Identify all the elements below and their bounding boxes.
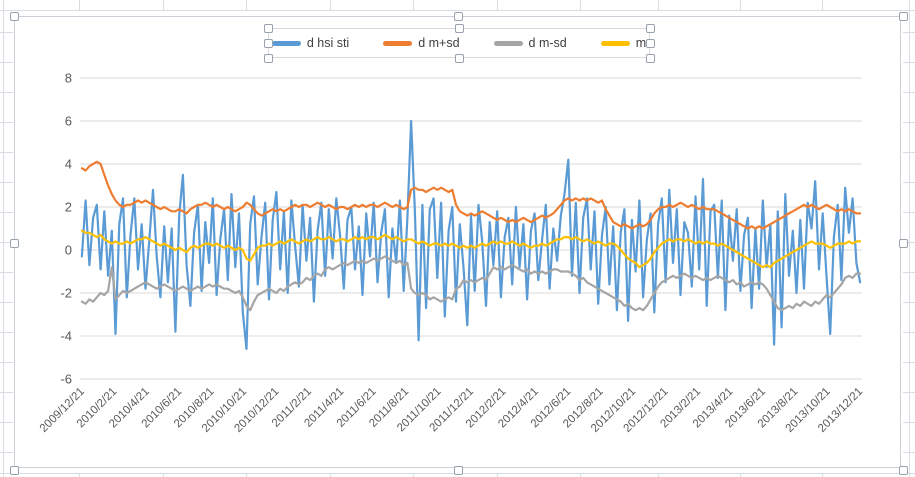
selection-handle[interactable] xyxy=(263,23,273,33)
selection-handle[interactable] xyxy=(453,465,463,475)
legend-item-d-m-minus-sd[interactable]: d m-sd xyxy=(493,35,567,50)
legend[interactable]: d hsi sti d m+sd d m-sd m xyxy=(268,28,650,58)
series-line-m[interactable] xyxy=(80,229,862,269)
selection-handle[interactable] xyxy=(9,11,19,21)
selection-handle[interactable] xyxy=(645,38,655,48)
selection-handle[interactable] xyxy=(9,238,19,248)
legend-label: d hsi sti xyxy=(306,35,350,50)
chart-area[interactable] xyxy=(14,16,901,468)
selection-handle[interactable] xyxy=(263,53,273,63)
selection-handle[interactable] xyxy=(898,238,908,248)
legend-label: m xyxy=(635,35,647,50)
series-line-d-m-sd[interactable] xyxy=(80,160,862,230)
legend-label: d m+sd xyxy=(418,35,460,50)
legend-swatch-orange xyxy=(383,40,413,46)
selection-handle[interactable] xyxy=(263,38,273,48)
selection-handle[interactable] xyxy=(645,53,655,63)
selection-handle[interactable] xyxy=(898,11,908,21)
legend-swatch-yellow xyxy=(600,40,630,46)
selection-handle[interactable] xyxy=(645,23,655,33)
series-line-d-m-sd[interactable] xyxy=(80,255,862,312)
legend-item-m[interactable]: m xyxy=(600,35,647,50)
series-line-d-hsi-sti[interactable] xyxy=(80,119,862,350)
legend-item-d-m-plus-sd[interactable]: d m+sd xyxy=(383,35,460,50)
legend-swatch-blue xyxy=(271,40,301,46)
selection-handle[interactable] xyxy=(898,465,908,475)
legend-item-d-hsi-sti[interactable]: d hsi sti xyxy=(271,35,350,50)
selection-handle[interactable] xyxy=(9,465,19,475)
legend-swatch-gray xyxy=(493,40,523,46)
legend-label: d m-sd xyxy=(528,35,567,50)
selection-handle[interactable] xyxy=(454,23,464,33)
selection-handle[interactable] xyxy=(453,11,463,21)
selection-handle[interactable] xyxy=(454,53,464,63)
